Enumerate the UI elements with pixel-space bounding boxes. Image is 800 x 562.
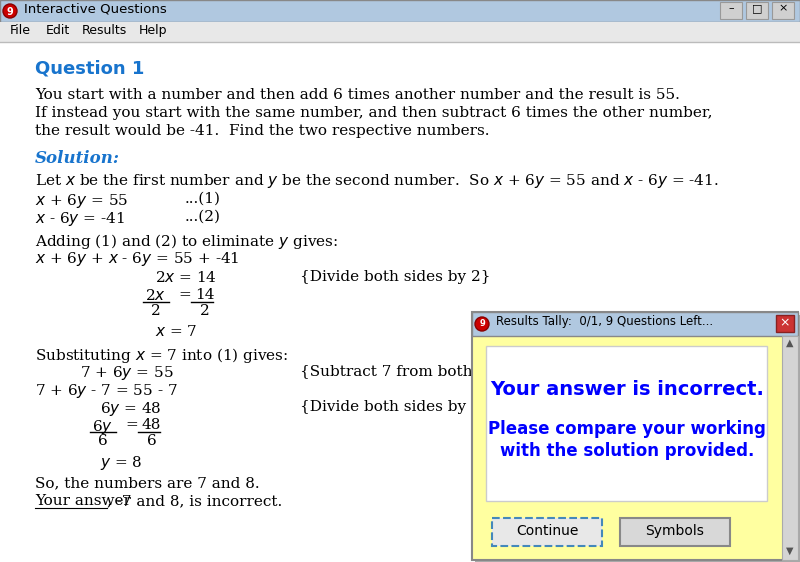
Text: Edit: Edit xyxy=(46,24,70,37)
Text: {Divide both sides by 6}: {Divide both sides by 6} xyxy=(300,400,490,414)
Text: 6: 6 xyxy=(98,434,108,448)
Text: Continue: Continue xyxy=(516,524,578,538)
Bar xyxy=(776,315,794,332)
Bar xyxy=(772,2,794,19)
Bar xyxy=(472,312,798,560)
Text: Symbols: Symbols xyxy=(646,524,705,538)
Text: $y$ = 8: $y$ = 8 xyxy=(100,454,142,472)
Bar xyxy=(475,315,800,562)
Text: 2: 2 xyxy=(200,304,210,318)
Text: ×: × xyxy=(778,3,788,13)
Text: □: □ xyxy=(752,3,762,13)
Bar xyxy=(492,518,602,546)
Text: –: – xyxy=(728,3,734,13)
Text: $x$ + 6$y$ + $x$ - 6$y$ = 55 + -41: $x$ + 6$y$ + $x$ - 6$y$ = 55 + -41 xyxy=(35,250,239,268)
Text: 14: 14 xyxy=(195,288,214,302)
Text: 6$y$ = 48: 6$y$ = 48 xyxy=(100,400,162,418)
Text: {Subtract 7 from both sides}: {Subtract 7 from both sides} xyxy=(300,364,526,378)
Text: , -7 and 8, is incorrect.: , -7 and 8, is incorrect. xyxy=(107,494,282,508)
Text: ▲: ▲ xyxy=(786,338,794,348)
Text: Interactive Questions: Interactive Questions xyxy=(24,3,166,16)
Text: So, the numbers are 7 and 8.: So, the numbers are 7 and 8. xyxy=(35,476,260,490)
Circle shape xyxy=(475,317,489,331)
Text: ▼: ▼ xyxy=(786,546,794,556)
Bar xyxy=(746,2,768,19)
Text: Results: Results xyxy=(82,24,127,37)
Text: 2$x$ = 14: 2$x$ = 14 xyxy=(155,270,217,285)
Text: 2: 2 xyxy=(151,304,161,318)
Text: 7 + 6$y$ - 7 = 55 - 7: 7 + 6$y$ - 7 = 55 - 7 xyxy=(35,382,178,400)
Text: Results Tally:  0/1, 9 Questions Left...: Results Tally: 0/1, 9 Questions Left... xyxy=(496,315,713,328)
Text: Let $x$ be the first number and $y$ be the second number.  So $x$ + 6$y$ = 55 an: Let $x$ be the first number and $y$ be t… xyxy=(35,172,718,190)
Text: 9: 9 xyxy=(479,319,485,328)
Bar xyxy=(0,22,800,42)
Text: 6$y$: 6$y$ xyxy=(92,418,113,436)
Text: 7 + 6$y$ = 55: 7 + 6$y$ = 55 xyxy=(80,364,174,382)
Text: Help: Help xyxy=(139,24,167,37)
Bar xyxy=(782,336,798,560)
Bar xyxy=(0,0,800,22)
Text: 48: 48 xyxy=(142,418,162,432)
Text: {Divide both sides by 2}: {Divide both sides by 2} xyxy=(300,270,490,284)
Bar xyxy=(620,518,730,546)
Text: Substituting $x$ = 7 into (1) gives:: Substituting $x$ = 7 into (1) gives: xyxy=(35,346,288,365)
Text: 2$x$: 2$x$ xyxy=(145,288,166,303)
Text: the result would be -41.  Find the two respective numbers.: the result would be -41. Find the two re… xyxy=(35,124,490,138)
Text: If instead you start with the same number, and then subtract 6 times the other n: If instead you start with the same numbe… xyxy=(35,106,713,120)
Text: $x$ + 6$y$ = 55: $x$ + 6$y$ = 55 xyxy=(35,192,128,210)
Text: with the solution provided.: with the solution provided. xyxy=(500,442,754,460)
Text: =: = xyxy=(178,288,190,302)
Text: ×: × xyxy=(780,316,790,329)
Circle shape xyxy=(3,4,17,18)
Text: $x$ - 6$y$ = -41: $x$ - 6$y$ = -41 xyxy=(35,210,125,228)
Text: You start with a number and then add 6 times another number and the result is 55: You start with a number and then add 6 t… xyxy=(35,88,680,102)
Bar xyxy=(486,346,767,501)
Text: $x$ = 7: $x$ = 7 xyxy=(155,324,198,339)
Text: 9: 9 xyxy=(6,7,14,17)
Text: ...(2): ...(2) xyxy=(185,210,221,224)
Text: Your answer is incorrect.: Your answer is incorrect. xyxy=(490,380,764,399)
Text: Question 1: Question 1 xyxy=(35,60,144,78)
Bar xyxy=(472,312,798,336)
Text: Solution:: Solution: xyxy=(35,150,120,167)
Text: Please compare your working: Please compare your working xyxy=(488,420,766,438)
Text: Adding (1) and (2) to eliminate $y$ gives:: Adding (1) and (2) to eliminate $y$ give… xyxy=(35,232,338,251)
Text: 6: 6 xyxy=(147,434,157,448)
Text: =: = xyxy=(125,418,138,432)
Text: ...(1): ...(1) xyxy=(185,192,221,206)
Text: File: File xyxy=(10,24,31,37)
Text: Your answer: Your answer xyxy=(35,494,131,508)
Bar xyxy=(720,2,742,19)
